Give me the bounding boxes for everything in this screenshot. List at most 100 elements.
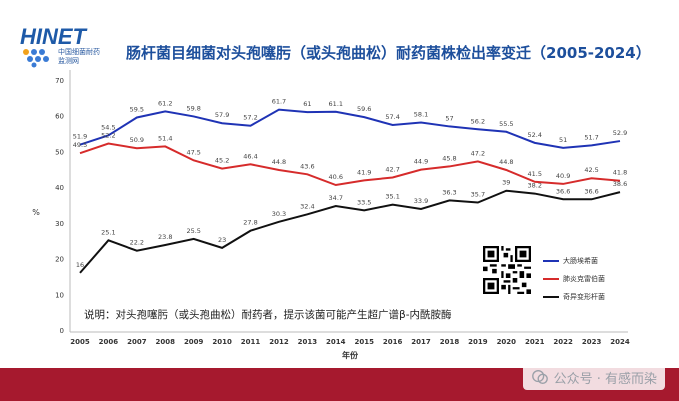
x-tick-label: 2015 [354, 338, 374, 346]
chart-note: 说明：对头孢噻肟（或头孢曲松）耐药者，提示该菌可能产生超广谱β-内酰胺酶 [84, 309, 452, 321]
data-label: 44.9 [414, 158, 428, 166]
data-label: 57.4 [385, 113, 399, 121]
data-label: 52.4 [527, 131, 541, 139]
data-label: 40.9 [556, 172, 570, 180]
x-tick-label: 2024 [610, 338, 630, 346]
logo-dots-icon [23, 49, 49, 68]
data-label: 32.4 [300, 202, 314, 210]
x-tick-label: 2007 [127, 338, 147, 346]
legend-label-ecoli: 大肠埃希菌 [563, 257, 598, 265]
data-label: 36.6 [584, 187, 598, 195]
data-label: 23.8 [158, 233, 172, 241]
data-label: 39 [502, 179, 510, 187]
y-tick-label: 0 [60, 327, 64, 335]
legend-item-kpn: 肺炎克雷伯菌 [543, 270, 605, 288]
data-label: 50.9 [130, 136, 144, 144]
x-axis-label: 年份 [342, 350, 359, 360]
x-tick-label: 2016 [383, 338, 403, 346]
chart-legend: 大肠埃希菌 肺炎克雷伯菌 奇异变形杆菌 [543, 252, 605, 306]
x-tick-label: 2022 [553, 338, 573, 346]
data-label: 59.8 [186, 104, 200, 112]
y-tick-label: 40 [55, 184, 64, 192]
data-label: 46.4 [243, 152, 257, 160]
data-label: 23 [218, 236, 226, 244]
legend-swatch-red [543, 278, 559, 280]
legend-swatch-black [543, 296, 559, 298]
hinet-logo: HINET 中国细菌耐药 监测网 [18, 24, 118, 70]
y-tick-label: 50 [55, 148, 64, 156]
data-label: 44.8 [499, 158, 513, 166]
x-tick-label: 2005 [70, 338, 90, 346]
data-label: 35.1 [385, 193, 399, 201]
data-label: 59.6 [357, 105, 371, 113]
x-tick-label: 2008 [156, 338, 176, 346]
y-tick-label: 20 [55, 256, 64, 264]
qr-code [483, 246, 531, 294]
data-label: 45.8 [442, 154, 456, 162]
data-label: 30.3 [272, 210, 286, 218]
legend-label-kpn: 肺炎克雷伯菌 [563, 275, 605, 283]
data-label: 43.6 [300, 162, 314, 170]
data-label: 41.5 [527, 170, 541, 178]
legend-label-pmi: 奇异变形杆菌 [563, 293, 605, 301]
data-label: 40.6 [329, 173, 343, 181]
data-label: 61.2 [158, 99, 172, 107]
data-label: 41.9 [357, 168, 371, 176]
data-label: 33.5 [357, 198, 371, 206]
wechat-icon [531, 370, 548, 384]
data-label: 45.2 [215, 157, 229, 165]
logo-text: HINET [20, 24, 86, 49]
x-tick-label: 2019 [468, 338, 488, 346]
data-label: 33.9 [414, 197, 428, 205]
data-label: 27.8 [243, 219, 257, 227]
data-label: 38.2 [527, 182, 541, 190]
data-label: 59.5 [130, 106, 144, 114]
data-label: 47.2 [471, 149, 485, 157]
data-label: 51.4 [158, 134, 172, 142]
data-label: 51.9 [73, 133, 87, 141]
x-tick-label: 2020 [497, 338, 517, 346]
data-label: 57.9 [215, 111, 229, 119]
data-label: 38.6 [613, 180, 627, 188]
legend-item-ecoli: 大肠埃希菌 [543, 252, 605, 270]
page-title: 肠杆菌目细菌对头孢噻肟（或头孢曲松）耐药菌株检出率变迁（2005-2024） [126, 44, 651, 62]
logo-subtitle-line2: 监测网 [58, 57, 79, 65]
data-label: 57.2 [243, 114, 257, 122]
x-tick-label: 2021 [525, 338, 545, 346]
x-tick-label: 2010 [212, 338, 232, 346]
data-label: 56.2 [471, 117, 485, 125]
data-label: 51.7 [584, 133, 598, 141]
data-label: 52.9 [613, 129, 627, 137]
y-tick-label: 70 [55, 77, 64, 85]
x-tick-label: 2017 [411, 338, 431, 346]
x-tick-label: 2011 [241, 338, 261, 346]
series-line-2 [79, 189, 621, 274]
data-label: 57 [445, 114, 453, 122]
x-tick-label: 2018 [440, 338, 460, 346]
data-label: 47.5 [186, 148, 200, 156]
data-label: 35.7 [471, 191, 485, 199]
data-label: 61.7 [272, 98, 286, 106]
legend-item-pmi: 奇异变形杆菌 [543, 288, 605, 306]
legend-swatch-blue [543, 260, 559, 262]
watermark-text: 公众号 · 有感而染 [553, 371, 657, 387]
x-tick-label: 2013 [298, 338, 318, 346]
data-label: 34.7 [329, 194, 343, 202]
x-tick-label: 2012 [269, 338, 289, 346]
logo-subtitle: 中国细菌耐药 监测网 [58, 48, 100, 66]
series-line-1 [79, 142, 621, 187]
series-line-0 [79, 108, 621, 149]
y-tick-label: 30 [55, 220, 64, 228]
data-label: 42.7 [385, 166, 399, 174]
x-tick-label: 2009 [184, 338, 204, 346]
data-label: 41.8 [613, 169, 627, 177]
data-label: 61.1 [329, 100, 343, 108]
logo-subtitle-line1: 中国细菌耐药 [58, 48, 100, 56]
x-tick-label: 2023 [582, 338, 602, 346]
data-label: 61 [303, 100, 311, 108]
data-label: 58.1 [414, 111, 428, 119]
data-label: 25.5 [186, 227, 200, 235]
y-axis-label: % [32, 208, 40, 217]
data-label: 42.5 [584, 166, 598, 174]
